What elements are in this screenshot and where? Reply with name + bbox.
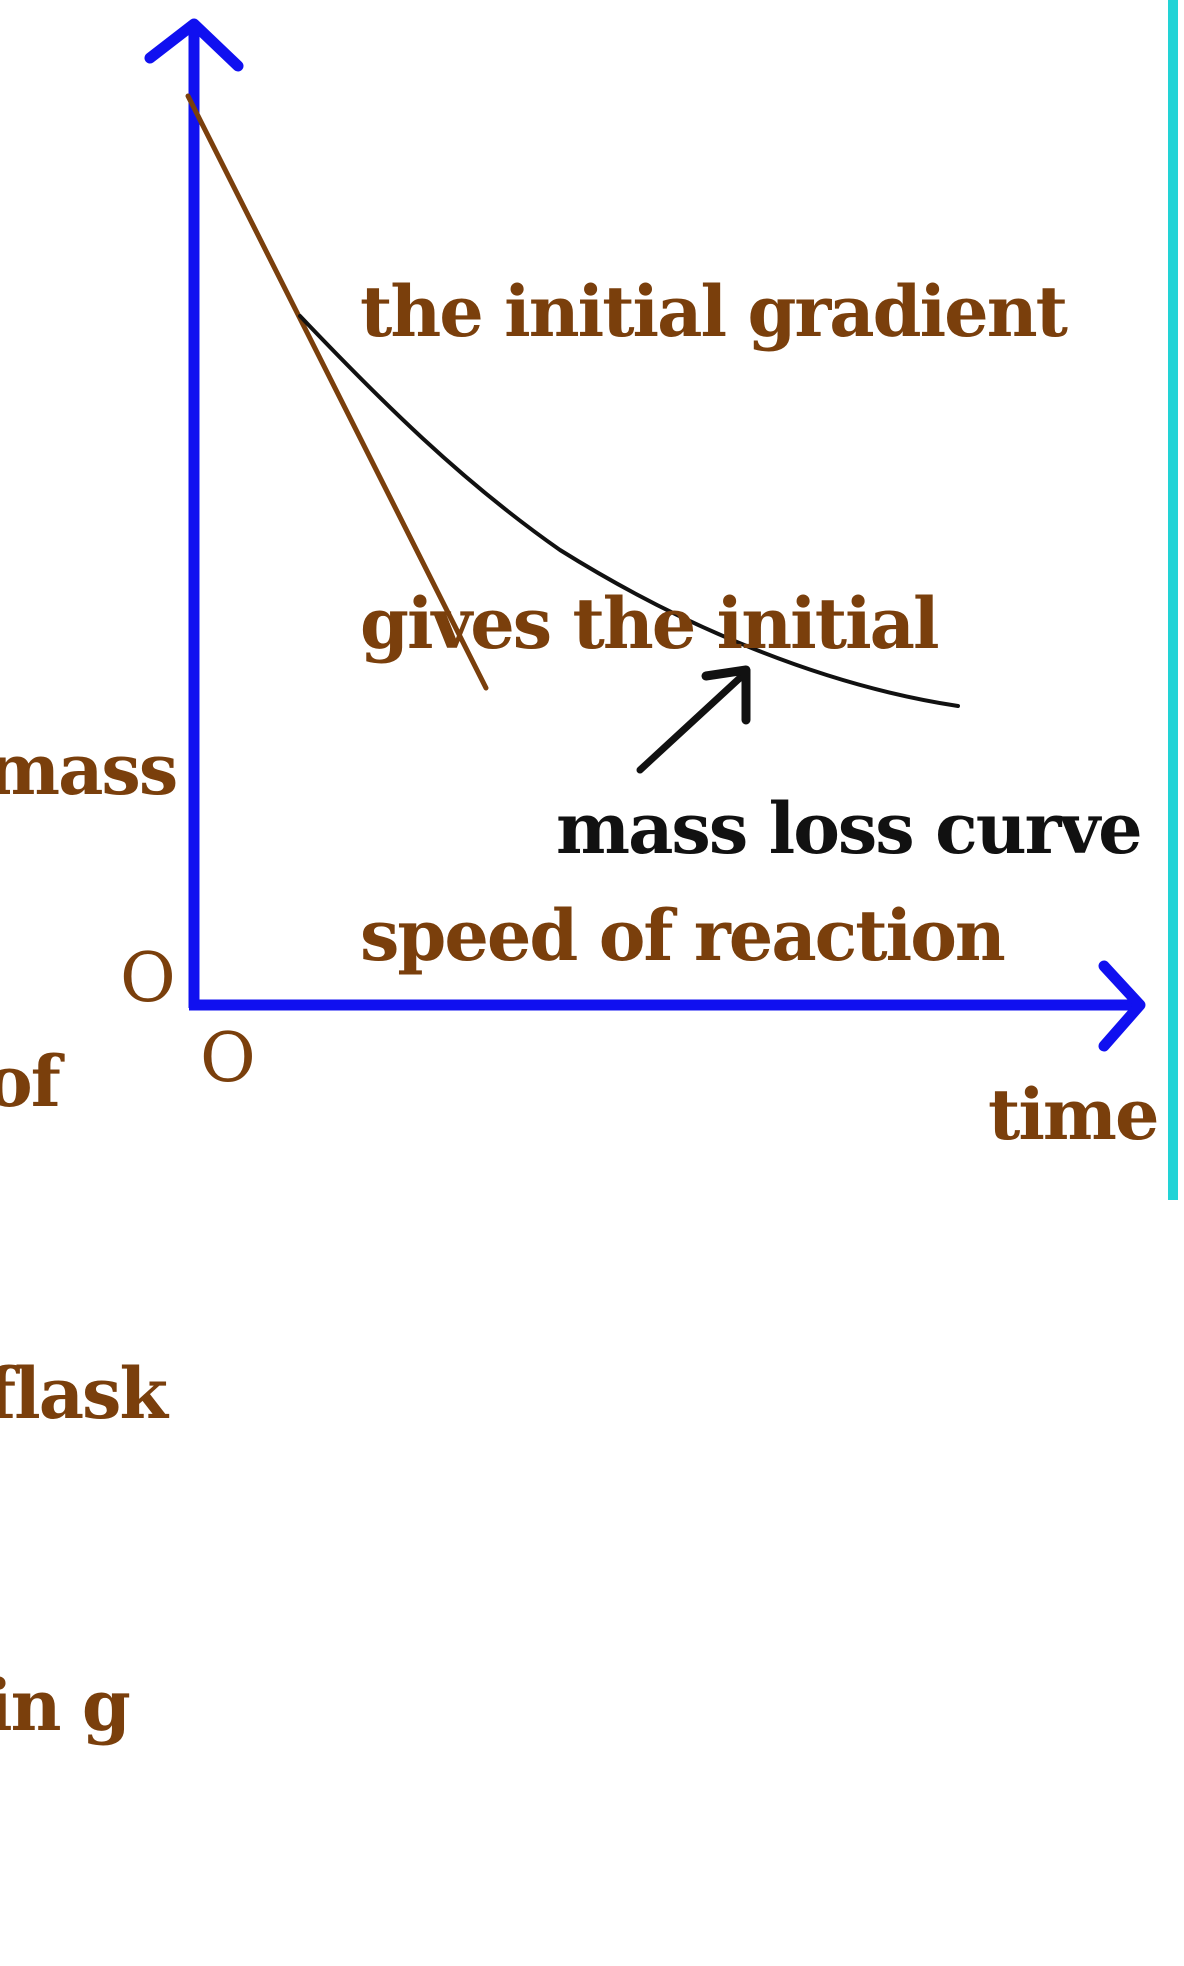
annotation-line: speed of reaction xyxy=(360,894,1006,977)
y-origin-label: O xyxy=(120,939,176,1018)
annotation-line: gives the initial xyxy=(360,582,940,665)
diagram-graphic xyxy=(144,18,1146,1052)
initial-gradient-tangent xyxy=(185,93,489,691)
diagram: the initial gradient gives the initial s… xyxy=(0,0,1178,1747)
curve-pointer-arrowhead xyxy=(701,665,751,725)
edge-bar xyxy=(1168,0,1178,1200)
x-origin-label: O xyxy=(200,1019,256,1098)
annotation-line: the initial gradient xyxy=(360,270,1068,353)
y-axis-label: mass of flask in g xyxy=(0,510,178,1966)
mass-loss-curve xyxy=(298,314,960,708)
y-axis-label-line: in g xyxy=(0,1664,131,1747)
y-axis-label-line: of xyxy=(0,1040,61,1123)
curve-label: mass loss curve xyxy=(556,787,1143,870)
y-axis-label-line: flask xyxy=(0,1352,168,1435)
gradient-annotation: the initial gradient gives the initial s… xyxy=(360,52,1068,1196)
x-axis-arrowhead xyxy=(1098,960,1146,1052)
x-axis-label: time xyxy=(988,1073,1160,1156)
y-axis-arrowhead xyxy=(144,18,244,72)
y-axis-label-line: mass xyxy=(0,728,178,811)
curve-pointer-arrow xyxy=(636,672,746,774)
